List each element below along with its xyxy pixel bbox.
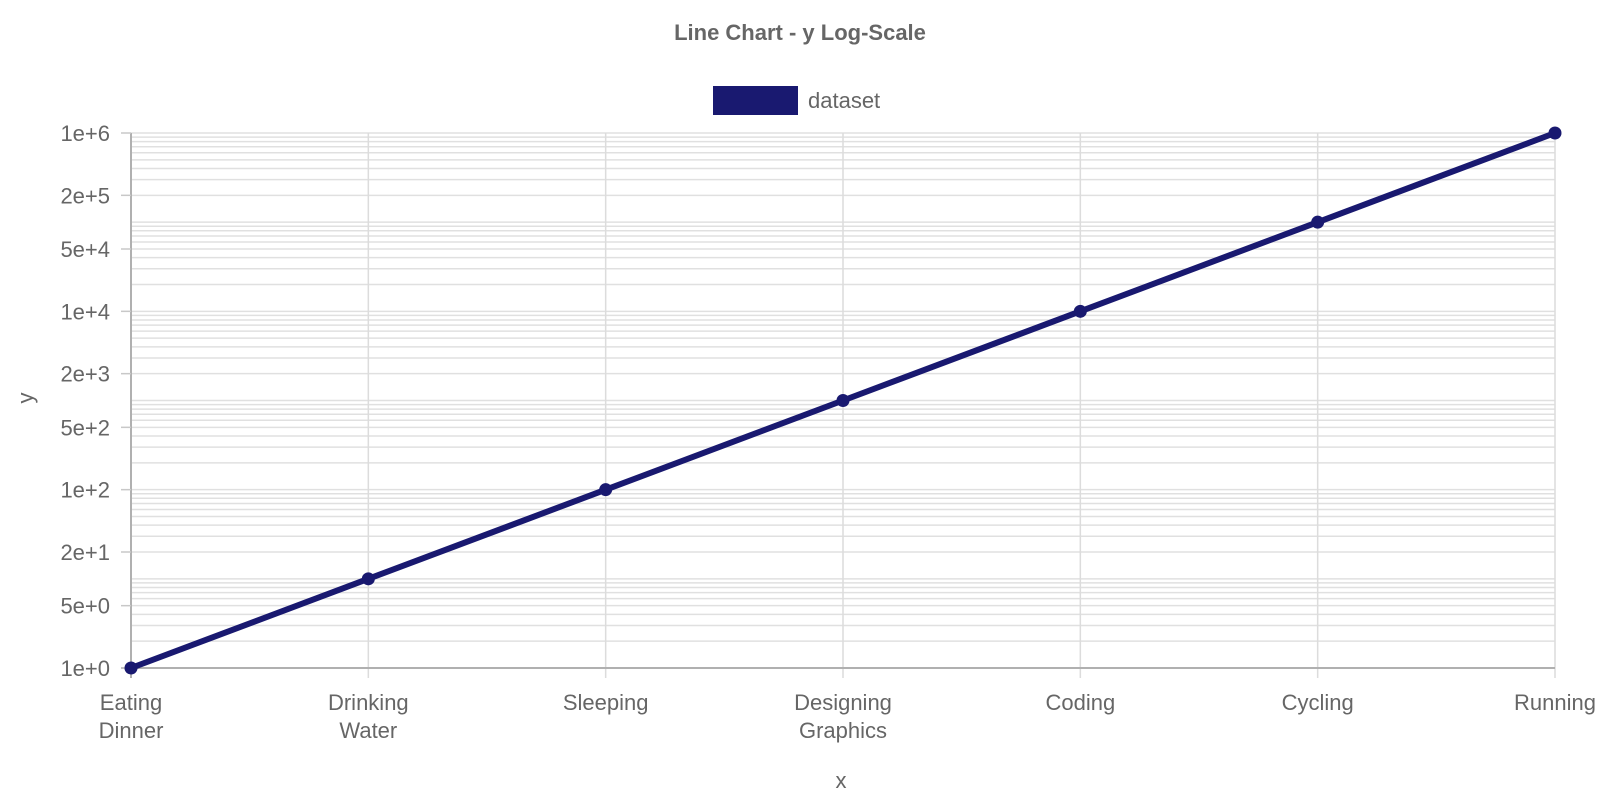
x-tick-label: Drinking Water — [328, 690, 409, 743]
y-tick-label: 5e+0 — [60, 594, 110, 619]
series-layer — [124, 126, 1562, 675]
x-axis-title: x — [836, 768, 847, 793]
y-axis-title: y — [13, 393, 38, 404]
legend-label: dataset — [808, 88, 880, 113]
x-tick-label: Running — [1514, 690, 1596, 715]
x-tick-label: Eating Dinner — [99, 690, 164, 743]
data-point — [1073, 304, 1087, 318]
data-point — [1548, 126, 1562, 140]
y-tick-label: 1e+2 — [60, 478, 110, 503]
data-point — [361, 572, 375, 586]
axes — [121, 132, 1555, 678]
y-tick-label: 5e+4 — [60, 237, 110, 262]
y-tick-label: 1e+4 — [60, 299, 110, 324]
y-tick-label: 5e+2 — [60, 415, 110, 440]
x-tick-label: Cycling — [1282, 690, 1354, 715]
legend-swatch — [713, 86, 798, 115]
legend[interactable]: dataset — [713, 86, 880, 115]
y-tick-label: 1e+6 — [60, 121, 110, 146]
y-tick-label: 2e+3 — [60, 362, 110, 387]
data-point — [124, 661, 138, 675]
y-tick-label: 1e+0 — [60, 656, 110, 681]
data-point — [836, 394, 850, 407]
data-point — [599, 483, 613, 497]
x-tick-label: Coding — [1045, 690, 1115, 715]
y-tick-labels: 1e+0 5e+0 2e+1 1e+2 5e+2 2e+3 1e+4 5e+4 2e+5 1e+6 — [60, 121, 110, 681]
y-tick-label: 2e+5 — [60, 183, 110, 208]
x-tick-label: Sleeping — [563, 690, 649, 715]
x-tick-labels: Eating Dinner Drinking Water Sleeping Designi… — [99, 690, 1596, 743]
data-point — [1311, 215, 1325, 229]
y-tick-label: 2e+1 — [60, 540, 110, 565]
chart-title: Line Chart - y Log-Scale — [674, 20, 926, 45]
x-tick-label: Designing Graphics — [794, 690, 892, 743]
grid — [130, 132, 1556, 678]
